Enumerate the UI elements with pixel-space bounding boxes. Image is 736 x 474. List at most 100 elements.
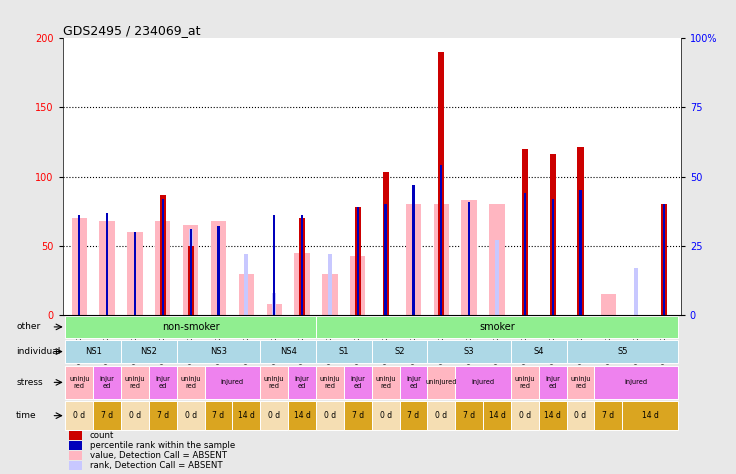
Bar — [294, 253, 310, 315]
Bar — [106, 213, 108, 315]
Bar — [511, 366, 539, 399]
Bar — [511, 401, 539, 430]
Text: injur
ed: injur ed — [294, 376, 310, 389]
Bar — [205, 366, 261, 399]
Text: NS1: NS1 — [85, 347, 102, 356]
Text: 0 d: 0 d — [380, 411, 392, 420]
Bar — [183, 225, 198, 315]
Text: 0 d: 0 d — [575, 411, 587, 420]
Bar — [99, 221, 115, 315]
Text: 7 d: 7 d — [101, 411, 113, 420]
Bar — [68, 461, 82, 470]
Text: 14 d: 14 d — [544, 411, 561, 420]
Bar — [316, 366, 344, 399]
Bar — [372, 366, 400, 399]
Text: 0 d: 0 d — [73, 411, 85, 420]
Bar — [288, 366, 316, 399]
Bar — [539, 366, 567, 399]
Text: injur
ed: injur ed — [155, 376, 170, 389]
Bar — [468, 201, 470, 315]
Text: 7 d: 7 d — [352, 411, 364, 420]
Bar — [383, 173, 389, 315]
Bar — [66, 340, 121, 364]
Bar — [428, 366, 456, 399]
Bar — [357, 207, 359, 315]
Text: uninju
red: uninju red — [264, 376, 284, 389]
Text: injur
ed: injur ed — [406, 376, 421, 389]
Bar — [601, 294, 616, 315]
Text: uninjured: uninjured — [425, 379, 457, 385]
Text: smoker: smoker — [479, 322, 515, 332]
Bar — [372, 340, 428, 364]
Text: S5: S5 — [617, 347, 628, 356]
Bar — [272, 293, 276, 315]
Text: S1: S1 — [339, 347, 349, 356]
Bar — [121, 366, 149, 399]
Text: uninju
red: uninju red — [514, 376, 535, 389]
Text: NS2: NS2 — [141, 347, 158, 356]
Text: other: other — [16, 322, 40, 331]
Text: time: time — [16, 411, 37, 420]
Text: injured: injured — [625, 379, 648, 385]
Bar — [400, 366, 428, 399]
Text: uninju
red: uninju red — [570, 376, 591, 389]
Bar — [623, 401, 678, 430]
Bar — [355, 235, 360, 315]
Text: uninju
red: uninju red — [69, 376, 90, 389]
Bar — [127, 232, 143, 315]
Text: uninju
red: uninju red — [180, 376, 201, 389]
Bar — [177, 340, 261, 364]
Text: 0 d: 0 d — [519, 411, 531, 420]
Bar — [160, 195, 166, 315]
Bar — [328, 254, 332, 315]
Bar — [261, 401, 288, 430]
Bar — [461, 200, 477, 315]
Bar — [316, 340, 372, 364]
Bar — [579, 191, 581, 315]
Bar — [261, 340, 316, 364]
Bar — [205, 401, 233, 430]
Bar — [595, 401, 623, 430]
Text: S4: S4 — [534, 347, 544, 356]
Text: 7 d: 7 d — [602, 411, 615, 420]
Bar — [428, 401, 456, 430]
Text: injured: injured — [221, 379, 244, 385]
Bar — [261, 366, 288, 399]
Bar — [412, 185, 414, 315]
Bar — [440, 165, 442, 315]
Bar — [177, 366, 205, 399]
Bar — [66, 316, 316, 337]
Text: 14 d: 14 d — [294, 411, 311, 420]
Bar — [316, 401, 344, 430]
Bar — [66, 401, 93, 430]
Bar — [567, 401, 595, 430]
Bar — [511, 340, 567, 364]
Bar — [522, 149, 528, 315]
Text: 0 d: 0 d — [185, 411, 197, 420]
Bar — [384, 204, 386, 315]
Bar — [93, 366, 121, 399]
Text: injur
ed: injur ed — [350, 376, 365, 389]
Bar — [456, 366, 511, 399]
Bar — [68, 451, 82, 460]
Bar — [210, 221, 226, 315]
Bar — [78, 215, 80, 315]
Bar — [93, 401, 121, 430]
Text: S3: S3 — [464, 347, 475, 356]
Text: non-smoker: non-smoker — [162, 322, 219, 332]
Bar — [438, 52, 445, 315]
Text: 0 d: 0 d — [435, 411, 447, 420]
Bar — [595, 366, 678, 399]
Text: 7 d: 7 d — [463, 411, 475, 420]
Bar — [149, 366, 177, 399]
Text: uninju
red: uninju red — [375, 376, 396, 389]
Bar — [578, 147, 584, 315]
Text: 0 d: 0 d — [324, 411, 336, 420]
Bar — [134, 232, 136, 315]
Text: 14 d: 14 d — [238, 411, 255, 420]
Bar — [188, 246, 194, 315]
Bar — [121, 401, 149, 430]
Bar — [489, 204, 505, 315]
Bar — [355, 207, 361, 315]
Bar — [663, 204, 665, 315]
